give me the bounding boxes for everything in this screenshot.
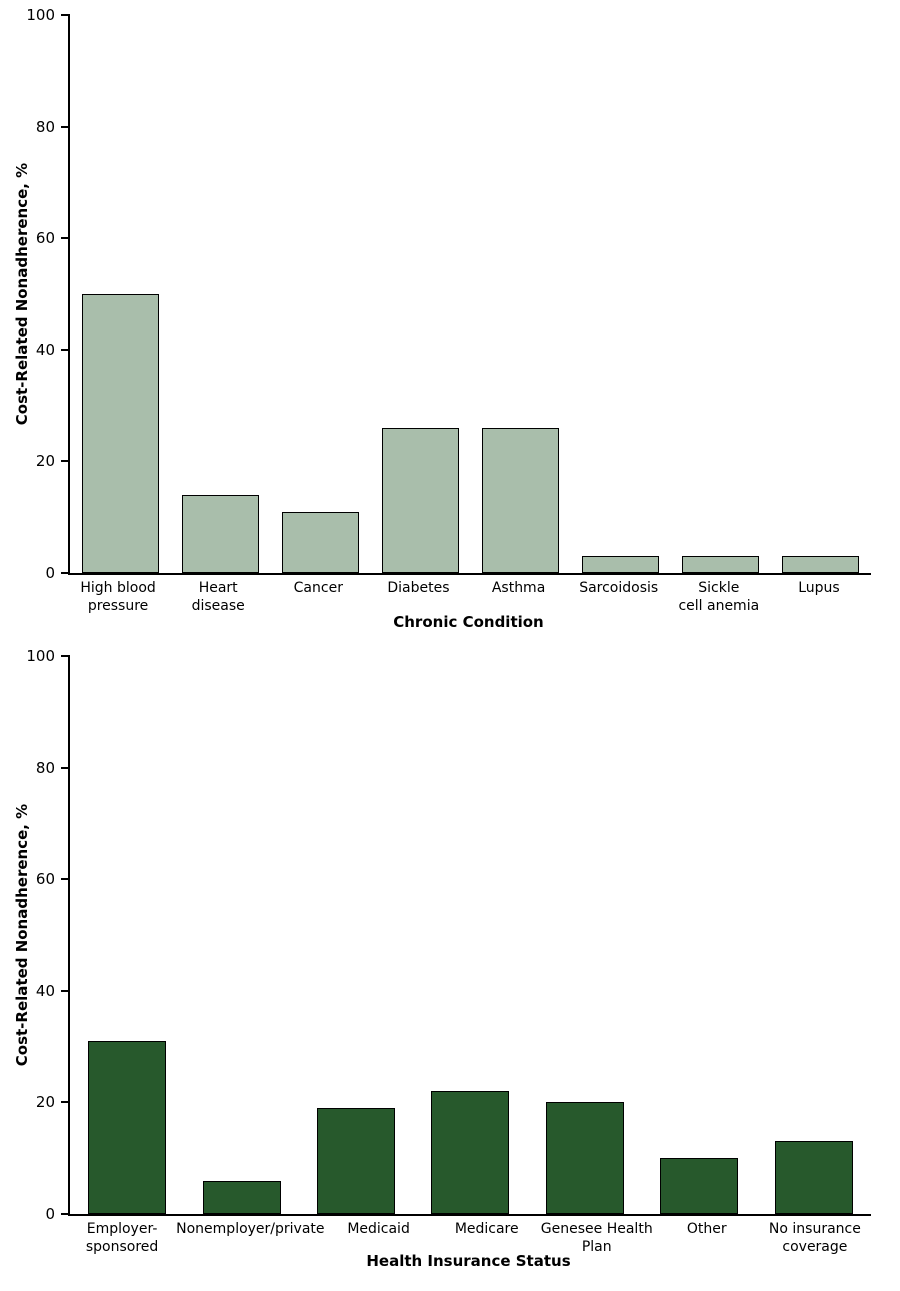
bar-sickle-cell-anemia [682, 556, 760, 573]
category-label-slot: Cancer [268, 579, 368, 615]
bar-slot [413, 656, 527, 1214]
y-tick-mark [61, 14, 70, 16]
y-tick-label: 0 [45, 1205, 55, 1223]
x-axis-title: Chronic Condition [393, 613, 544, 631]
category-label-genesee-health-plan: Genesee Health Plan [540, 1221, 653, 1255]
chronic-condition-chart: Cost-Related Nonadherence, % 0 20 40 60 80 10… [13, 7, 871, 631]
bar-slot [671, 15, 771, 573]
y-axis-label: Cost-Related Nonadherence, % [13, 162, 31, 426]
bar-slot [70, 15, 170, 573]
bar-slot [471, 15, 571, 573]
category-label-heart-disease: Heart disease [191, 580, 245, 614]
y-tick-mark [61, 766, 70, 769]
category-label-slot: Lupus [769, 579, 869, 615]
y-tick-label: 40 [35, 340, 55, 359]
category-label-slot: Employer- sponsored [68, 1220, 176, 1256]
bar-slot [370, 15, 470, 573]
bar-medicaid [317, 1107, 396, 1214]
category-label-asthma: Asthma [491, 580, 546, 596]
category-label-diabetes: Diabetes [387, 580, 450, 596]
category-label-slot: Genesee Health Plan [541, 1220, 653, 1256]
bar-asthma [482, 427, 560, 573]
x-labels: Employer- sponsored Nonemployer/private Me… [68, 1220, 869, 1256]
bar-slot [528, 656, 642, 1214]
category-label-nonemployer-private: Nonemployer/private [176, 1221, 325, 1237]
insurance-status-chart: Cost-Related Nonadherence, % 0 20 40 60 80 10… [0, 648, 900, 1291]
plot-area: 0 20 40 60 80 100 [26, 7, 871, 581]
bar-nonemployer-private [202, 1180, 281, 1214]
y-tick-mark [61, 237, 70, 240]
bar-slot [70, 656, 184, 1214]
category-label-slot: Heart disease [168, 579, 268, 615]
x-labels: High blood pressure Heart disease Cancer Di… [68, 579, 869, 615]
bar-cancer [281, 511, 359, 573]
bar-sarcoidosis [582, 556, 660, 573]
y-tick-mark [61, 460, 70, 463]
y-tick-mark [61, 655, 70, 657]
category-label-slot: Sarcoidosis [569, 579, 669, 615]
category-label-medicare: Medicare [454, 1221, 519, 1237]
bar-genesee-health-plan [545, 1102, 624, 1214]
y-tick-label: 60 [35, 229, 55, 248]
bar-no-insurance-coverage [774, 1141, 853, 1214]
bar-slot [299, 656, 413, 1214]
category-label-slot: Medicaid [325, 1220, 433, 1256]
category-label-slot: Other [653, 1220, 761, 1256]
category-label-slot: Sickle cell anemia [669, 579, 769, 615]
y-tick-label: 40 [35, 981, 55, 1000]
bar-slot [757, 656, 871, 1214]
y-tick-mark [61, 989, 70, 992]
bar-slot [184, 656, 298, 1214]
y-tick-mark [61, 572, 70, 574]
category-label-high-blood-pressure: High blood pressure [80, 580, 156, 614]
y-tick-label: 60 [35, 870, 55, 889]
bars [70, 656, 871, 1214]
bar-employer-sponsored [88, 1041, 167, 1214]
y-tick-label: 20 [35, 1093, 55, 1112]
y-tick-mark [61, 878, 70, 881]
bar-other [660, 1158, 739, 1214]
bar-slot [170, 15, 270, 573]
category-label-other: Other [686, 1221, 727, 1237]
category-label-slot: Diabetes [368, 579, 468, 615]
y-tick-label: 80 [35, 758, 55, 777]
y-tick-label: 100 [26, 647, 55, 665]
y-tick-label: 100 [26, 6, 55, 24]
category-label-slot: Asthma [469, 579, 569, 615]
y-tick-label: 20 [35, 452, 55, 471]
y-tick-label: 0 [45, 564, 55, 582]
category-label-employer-sponsored: Employer- sponsored [85, 1221, 159, 1255]
bar-slot [571, 15, 671, 573]
category-label-slot: Medicare [433, 1220, 541, 1256]
bars [70, 15, 871, 573]
category-label-slot: No insurance coverage [761, 1220, 869, 1256]
category-label-lupus: Lupus [798, 580, 840, 596]
y-tick-mark [61, 1213, 70, 1215]
category-label-cancer: Cancer [293, 580, 343, 596]
bar-slot [771, 15, 871, 573]
category-label-no-insurance-coverage: No insurance coverage [768, 1221, 861, 1255]
bar-slot [270, 15, 370, 573]
y-tick-mark [61, 125, 70, 128]
bar-lupus [782, 556, 860, 573]
category-label-sarcoidosis: Sarcoidosis [579, 580, 659, 596]
bar-heart-disease [181, 494, 259, 573]
bar-medicare [431, 1091, 510, 1214]
y-axis-label: Cost-Related Nonadherence, % [13, 803, 31, 1067]
y-tick-label: 80 [35, 117, 55, 136]
y-tick-mark [61, 1101, 70, 1104]
category-label-slot: Nonemployer/private [176, 1220, 324, 1256]
bar-diabetes [381, 427, 459, 573]
category-label-medicaid: Medicaid [347, 1221, 410, 1237]
y-tick-mark [61, 348, 70, 351]
bar-high-blood-pressure [81, 294, 159, 573]
x-axis-title: Health Insurance Status [366, 1252, 571, 1270]
category-label-sickle-cell-anemia: Sickle cell anemia [678, 580, 760, 614]
plot-area: 0 20 40 60 80 100 [26, 648, 871, 1222]
category-label-slot: High blood pressure [68, 579, 168, 615]
bar-slot [642, 656, 756, 1214]
